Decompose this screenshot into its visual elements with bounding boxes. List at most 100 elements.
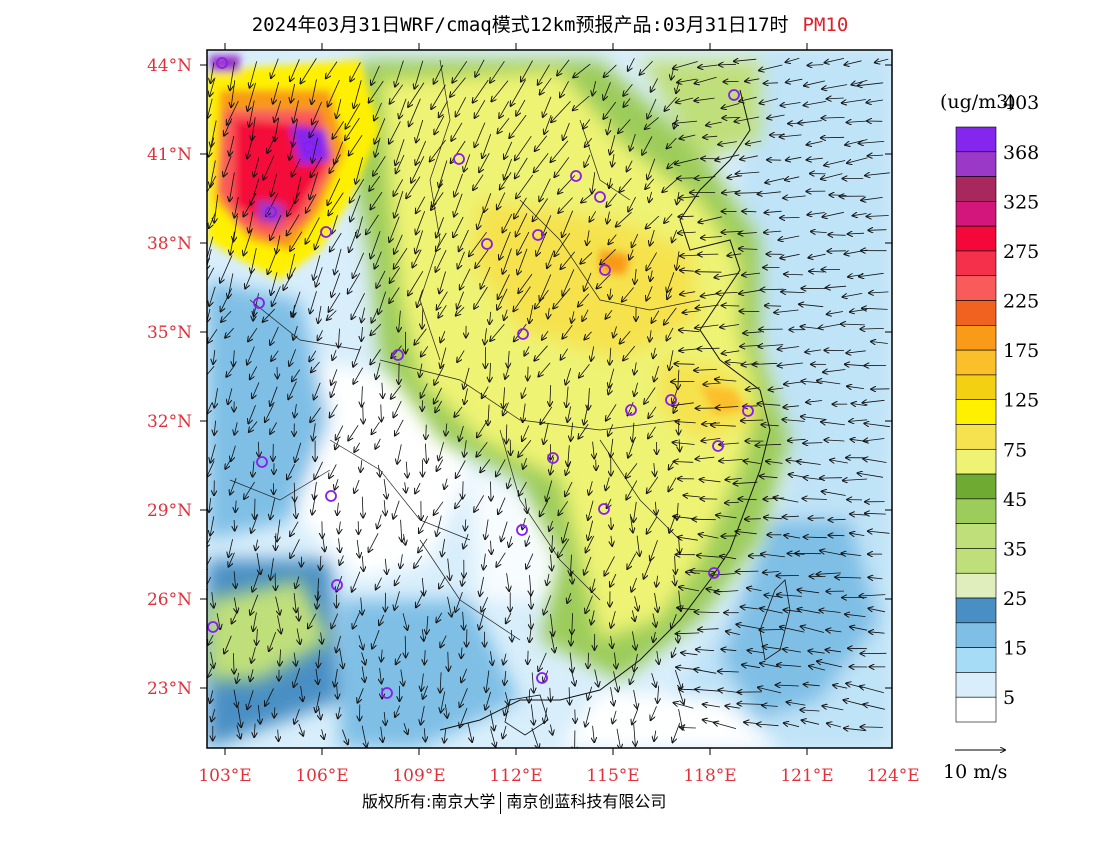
wind-arrow [354,479,360,493]
wind-arrow [808,65,824,66]
wind-arrow [358,635,363,649]
wind-arrow [780,627,805,633]
wind-arrow [655,501,656,515]
wind-arrow [777,665,801,667]
wind-arrow [803,443,823,444]
wind-arrow [529,689,530,703]
wind-arrow [714,272,740,277]
wind-arrow [868,531,890,533]
wind-arrow [491,540,492,554]
wind-arrow [667,287,673,300]
wind-arrow [562,210,574,237]
wind-arrow [822,491,846,496]
wind-arrow [698,216,722,223]
city-marker [712,440,724,452]
wind-arrow [220,255,233,282]
wind-arrow [692,519,716,520]
colorbar-swatch [955,151,997,177]
wind-arrow [806,401,823,403]
latitude-axis: 44°N 41°N 38°N 35°N 32°N 29°N 26°N 23°N [147,56,892,699]
wind-arrow [330,404,338,418]
wind-arrow [462,575,464,586]
wind-arrow [436,217,444,237]
wind-arrow [866,100,883,103]
wind-arrow [695,325,719,328]
wind-arrow [378,464,380,477]
wind-arrow [722,306,740,307]
wind-arrow [650,540,658,560]
wind-arrow [765,211,782,213]
wind-arrow [323,537,325,551]
wind-arrow [214,420,215,435]
wind-arrow [431,84,446,109]
wind-arrow [481,267,491,288]
wind-arrow [521,60,533,82]
wind-arrow [614,652,616,669]
wind-arrow [761,554,785,557]
lat-label: 32°N [147,412,192,432]
wind-arrow [797,461,821,464]
wind-arrow [552,535,553,552]
wind-arrow [611,517,612,530]
wind-arrow [369,175,381,191]
wind-arrow [610,288,611,300]
wind-arrow [439,100,448,117]
wind-arrow [234,422,237,434]
wind-arrow [483,553,485,570]
wind-arrow [436,232,447,251]
colorbar-swatch [955,399,997,425]
wind-arrow [312,495,315,515]
wind-arrow [353,612,360,629]
wind-arrow [753,363,778,364]
wind-arrow [332,349,336,360]
wind-arrow [809,666,826,671]
wind-arrow [544,114,552,134]
wind-arrow [318,649,320,668]
wind-arrow [312,79,317,104]
wind-arrow [822,84,848,89]
wind-arrow [566,461,572,475]
wind-arrow [677,608,696,610]
colorbar-swatch [955,225,997,252]
wind-arrow [208,634,214,645]
wind-arrow [330,232,342,251]
wind-arrow [290,231,303,251]
city-marker [207,621,219,633]
wind-arrow [210,77,216,97]
wind-arrow [353,346,362,367]
colorbar-label: 225 [1003,291,1039,313]
wind-arrow [461,668,468,682]
wind-arrow [645,117,659,129]
wind-arrow [250,61,258,87]
wind-arrow [737,704,763,705]
wind-arrow [311,361,320,372]
wind-arrow [611,438,613,457]
wind-arrow [463,611,464,630]
wind-arrow [506,424,507,444]
wind-arrow [290,59,300,81]
wind-arrow [496,459,506,476]
wind-arrow [522,425,530,441]
wind-arrow [393,179,404,196]
wind-arrow [529,629,531,643]
wind-arrow [530,575,532,595]
wind-arrow [584,404,589,425]
wind-arrow [678,216,694,217]
colorbar-swatch [955,349,997,376]
wind-arrow [207,576,212,592]
wind-arrow [694,669,717,674]
wind-arrow [600,249,616,264]
wind-arrow [850,627,868,630]
wind-arrow [532,672,534,693]
wind-arrow [632,233,639,247]
wind-arrow [294,708,300,724]
company-text: 南京创蓝科技有限公司 [506,792,667,811]
wind-arrow [370,191,383,209]
wind-arrow [244,481,255,499]
wind-arrow [338,328,339,348]
wind-arrow [632,708,639,724]
wind-arrow [293,304,294,317]
city-marker [325,490,337,502]
wind-arrow [678,537,698,540]
wind-arrow [389,121,401,143]
